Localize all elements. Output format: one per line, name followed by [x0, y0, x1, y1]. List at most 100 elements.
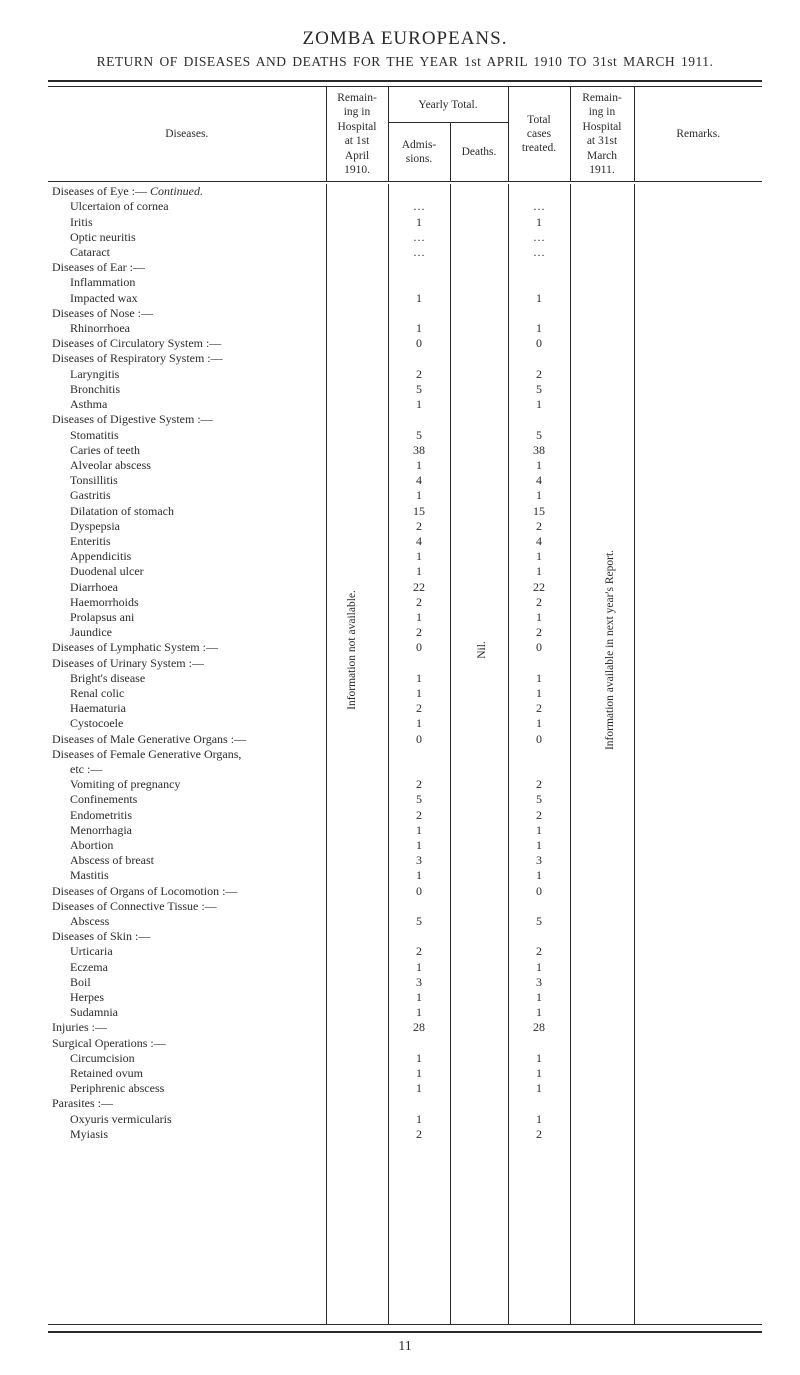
blank-cell	[634, 1188, 762, 1203]
header-table: Diseases. Remain-ing inHospitalat 1stApr…	[48, 86, 762, 182]
deaths-cell	[450, 184, 508, 199]
remain-in-cell	[326, 868, 388, 883]
remarks-cell	[634, 899, 762, 914]
total-cell: 1	[508, 564, 570, 579]
disease-cell: Abscess	[48, 914, 326, 929]
total-cell: 2	[508, 777, 570, 792]
total-cell: 2	[508, 595, 570, 610]
deaths-cell	[450, 412, 508, 427]
disease-cell: Prolapsus ani	[48, 610, 326, 625]
remain-in-cell	[326, 1096, 388, 1111]
remarks-cell	[634, 534, 762, 549]
remain-out-cell	[570, 245, 634, 260]
deaths-cell	[450, 215, 508, 230]
table-row-blank	[48, 1218, 762, 1233]
total-cell: 2	[508, 944, 570, 959]
remain-in-cell	[326, 473, 388, 488]
remarks-cell	[634, 960, 762, 975]
remain-out-cell	[570, 1066, 634, 1081]
table-row: Diseases of Eye :— Continued.	[48, 184, 762, 199]
remain-out-cell	[570, 792, 634, 807]
total-cell: 1	[508, 458, 570, 473]
remain-out-cell	[570, 1051, 634, 1066]
remarks-cell	[634, 747, 762, 762]
blank-cell	[48, 1157, 326, 1172]
disease-cell: Sudamnia	[48, 1005, 326, 1020]
table-row: Sudamnia11	[48, 1005, 762, 1020]
remain-out-cell	[570, 1112, 634, 1127]
blank-cell	[48, 1309, 326, 1325]
deaths-cell	[450, 291, 508, 306]
remain-out-cell	[570, 777, 634, 792]
remain-in-cell	[326, 884, 388, 899]
remarks-cell	[634, 519, 762, 534]
remarks-cell	[634, 1096, 762, 1111]
admissions-cell: 28	[388, 1020, 450, 1035]
disease-cell: Myiasis	[48, 1127, 326, 1142]
disease-cell: Caries of teeth	[48, 443, 326, 458]
remain-in-cell	[326, 351, 388, 366]
disease-cell: Menorrhagia	[48, 823, 326, 838]
admissions-cell: 1	[388, 716, 450, 731]
remain-out-cell	[570, 275, 634, 290]
disease-label: Periphrenic abscess	[52, 1081, 164, 1096]
vertical-remain-out: Information available in next year's Rep…	[604, 550, 616, 750]
blank-cell	[326, 1294, 388, 1309]
table-row: Abscess of breast33	[48, 853, 762, 868]
remain-in-cell	[326, 1066, 388, 1081]
blank-cell	[450, 1157, 508, 1172]
admissions-cell	[388, 260, 450, 275]
blank-cell	[450, 1218, 508, 1233]
remain-out-cell	[570, 306, 634, 321]
table-row: Duodenal ulcer11	[48, 564, 762, 579]
remain-out-cell	[570, 914, 634, 929]
remarks-cell	[634, 944, 762, 959]
disease-cell: Inflammation	[48, 275, 326, 290]
disease-label: Vomiting of pregnancy	[52, 777, 180, 792]
total-cell	[508, 656, 570, 671]
remain-in-cell	[326, 184, 388, 199]
remain-out-cell	[570, 382, 634, 397]
blank-cell	[326, 1248, 388, 1263]
deaths-cell	[450, 428, 508, 443]
sub-title: RETURN OF DISEASES AND DEATHS FOR THE YE…	[48, 54, 762, 70]
blank-cell	[48, 1233, 326, 1248]
remain-out-cell	[570, 230, 634, 245]
disease-label: etc :—	[52, 762, 102, 777]
disease-label: Menorrhagia	[52, 823, 132, 838]
remain-in-cell	[326, 990, 388, 1005]
admissions-cell: 1	[388, 1066, 450, 1081]
remarks-cell	[634, 397, 762, 412]
remain-out-cell	[570, 428, 634, 443]
deaths-cell	[450, 853, 508, 868]
admissions-cell	[388, 1096, 450, 1111]
admissions-cell: 1	[388, 291, 450, 306]
blank-cell	[634, 1233, 762, 1248]
disease-label: Sudamnia	[52, 1005, 118, 1020]
remarks-cell	[634, 732, 762, 747]
remarks-cell	[634, 884, 762, 899]
hdr-remain-in-text: Remain-ing inHospitalat 1stApril1910.	[337, 92, 377, 176]
hdr-admissions: Admis-sions.	[388, 123, 450, 182]
rule-top-thick	[48, 80, 762, 82]
remain-out-cell	[570, 367, 634, 382]
disease-label: Diseases of Nose :—	[52, 306, 153, 321]
blank-cell	[450, 1309, 508, 1325]
remain-out-cell	[570, 884, 634, 899]
total-cell: 1	[508, 686, 570, 701]
disease-cell: Confinements	[48, 792, 326, 807]
disease-cell: Vomiting of pregnancy	[48, 777, 326, 792]
deaths-cell	[450, 199, 508, 214]
disease-label: Dilatation of stomach	[52, 504, 174, 519]
admissions-cell: 0	[388, 640, 450, 655]
blank-cell	[570, 1188, 634, 1203]
disease-cell: Eczema	[48, 960, 326, 975]
blank-cell	[570, 1264, 634, 1279]
rule-bottom-thick	[48, 1331, 762, 1333]
table-row: Haemorrhoids22	[48, 595, 762, 610]
table-row-blank	[48, 1294, 762, 1309]
disease-label: Herpes	[52, 990, 104, 1005]
remain-in-cell	[326, 412, 388, 427]
hdr-deaths: Deaths.	[450, 123, 508, 182]
admissions-cell: 5	[388, 382, 450, 397]
